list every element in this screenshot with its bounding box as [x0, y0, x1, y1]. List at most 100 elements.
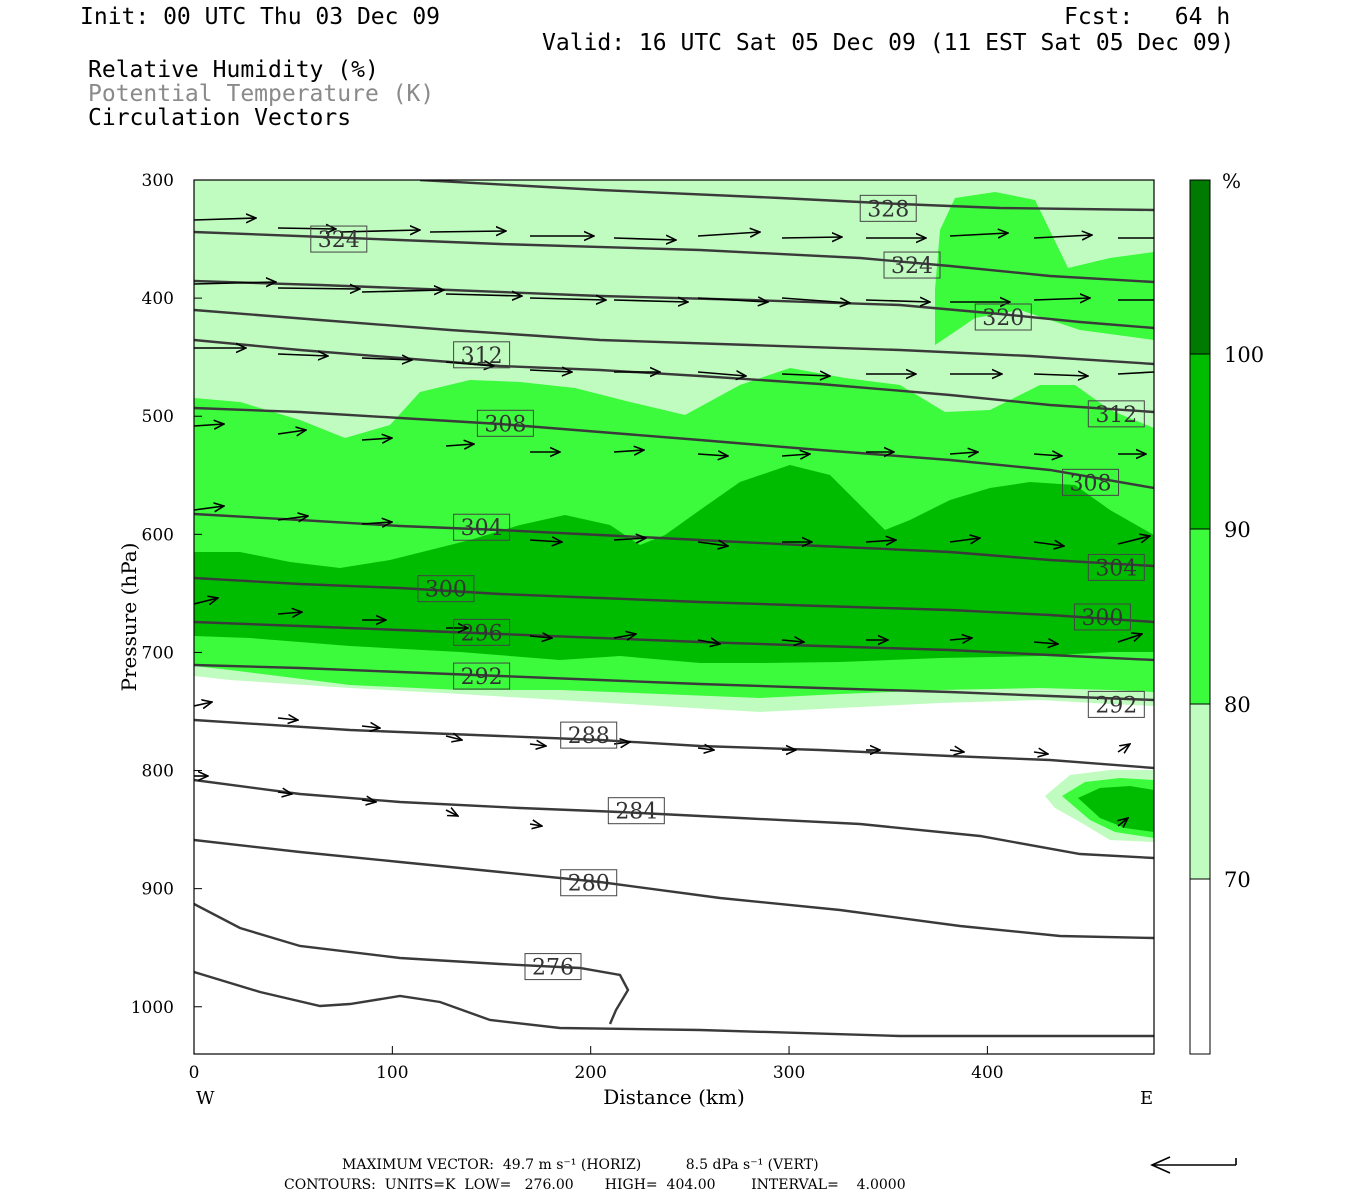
vector	[1117, 371, 1154, 375]
colorbar-frame	[1189, 179, 1211, 1055]
east-label: E	[1140, 1088, 1153, 1109]
vector	[697, 748, 714, 750]
y-tick-label: 900	[142, 880, 174, 900]
theta-label-288: 288	[560, 721, 618, 749]
theta-label-text: 324	[891, 254, 933, 279]
y-tick-label: 400	[142, 289, 174, 309]
colorbar-swatch-70	[1190, 704, 1210, 879]
theta-contour-304	[194, 512, 1154, 568]
vector	[1033, 752, 1048, 754]
colorbar-swatch-90	[1190, 354, 1210, 529]
vector	[697, 372, 746, 376]
vector	[697, 542, 728, 546]
vector	[1117, 536, 1150, 545]
theta-label-276: 276	[524, 953, 582, 981]
theta-label-text: 312	[1095, 403, 1137, 428]
theta-label-text: 308	[1070, 471, 1112, 496]
vector	[781, 298, 850, 303]
vector	[781, 374, 830, 376]
theta-label-300: 300	[417, 575, 475, 603]
vector	[949, 638, 972, 640]
colorbar-label-90: 90	[1224, 518, 1251, 542]
theta-contour-labels: 328 324 324 320 312 312 308 308 304 304 300 300 296 2…	[310, 194, 1145, 981]
vector	[697, 454, 728, 456]
vector	[865, 300, 930, 302]
colorbar-label-70: 70	[1224, 868, 1251, 892]
contours-text: CONTOURS: UNITS=K LOW= 276.00 HIGH= 404.…	[284, 1177, 906, 1193]
vector	[277, 792, 292, 794]
humidity-shading	[194, 180, 1154, 1054]
theta-contour-272	[194, 970, 1154, 1038]
y-tick-label: 800	[142, 762, 174, 782]
theta-label-text: 328	[867, 197, 909, 222]
vector	[361, 522, 392, 524]
y-tick-label: 1000	[131, 998, 174, 1018]
theta-label-304: 304	[453, 513, 511, 541]
vector	[361, 290, 444, 292]
y-axis-title: Pressure (hPa)	[117, 543, 141, 692]
vector	[1033, 235, 1092, 238]
colorbar-swatch-80	[1190, 529, 1210, 704]
vector	[1033, 298, 1090, 300]
vector	[194, 424, 224, 426]
theta-label-text: 280	[568, 872, 610, 897]
init-time: Init: 00 UTC Thu 03 Dec 09	[80, 4, 441, 30]
theta-contour-328	[419, 180, 1154, 212]
colorbar-swatch-100	[1190, 180, 1210, 354]
theta-label-text: 276	[532, 956, 574, 981]
theta-label-312: 312	[453, 341, 511, 369]
theta-label-text: 304	[1095, 556, 1137, 581]
circulation-vectors	[194, 218, 1154, 826]
theta-label-text: 300	[425, 578, 467, 603]
vector	[194, 282, 276, 284]
theta-label-280: 280	[560, 869, 618, 897]
y-tick-label: 500	[142, 407, 174, 427]
theta-contour-288	[194, 718, 1154, 770]
vector	[445, 810, 458, 816]
vector	[949, 452, 978, 454]
vector	[529, 540, 562, 542]
y-tick-label: 300	[142, 171, 174, 191]
theta-label-text: 308	[484, 412, 526, 437]
vector	[949, 538, 980, 542]
theta-contour-324	[194, 230, 1154, 284]
vector	[361, 726, 380, 728]
theta-contour-308	[194, 406, 1154, 490]
vector	[445, 444, 474, 446]
vector	[529, 370, 572, 372]
theta-label-324: 324	[310, 225, 368, 253]
plot-frame	[193, 179, 1155, 1055]
vector	[781, 454, 810, 456]
west-label: W	[196, 1088, 215, 1109]
vector	[1118, 818, 1128, 826]
theta-contour-280	[194, 838, 1154, 940]
x-tick-label: 400	[971, 1063, 1003, 1083]
vector	[277, 612, 302, 614]
vector	[194, 598, 218, 604]
theta-label-text: 324	[318, 228, 360, 253]
vector	[1117, 744, 1130, 752]
theta-label-300: 300	[1073, 603, 1131, 631]
vector	[613, 450, 644, 452]
theta-label-text: 284	[615, 800, 657, 825]
vector	[339, 230, 420, 232]
colorbar-label-100: 100	[1224, 343, 1264, 367]
theta-contour-296	[194, 620, 1154, 662]
theta-label-324: 324	[883, 251, 941, 279]
theta-label-text: 300	[1081, 606, 1123, 631]
max-vector-text: MAXIMUM VECTOR: 49.7 m s⁻¹ (HORIZ) 8.5 d…	[342, 1157, 819, 1173]
vector	[697, 640, 720, 644]
theta-label-text: 292	[1095, 693, 1137, 718]
theta-contour-276	[194, 902, 630, 1025]
vector	[949, 750, 964, 752]
valid-time: Valid: 16 UTC Sat 05 Dec 09 (11 EST Sat …	[542, 30, 1235, 56]
vector	[277, 288, 360, 289]
vector	[1033, 454, 1062, 456]
vector	[1033, 374, 1088, 376]
theta-label-296: 296	[453, 618, 511, 646]
theta-label-text: 304	[461, 516, 503, 541]
vector	[529, 298, 606, 300]
theta-label-text: 292	[461, 665, 503, 690]
vector	[613, 238, 676, 240]
